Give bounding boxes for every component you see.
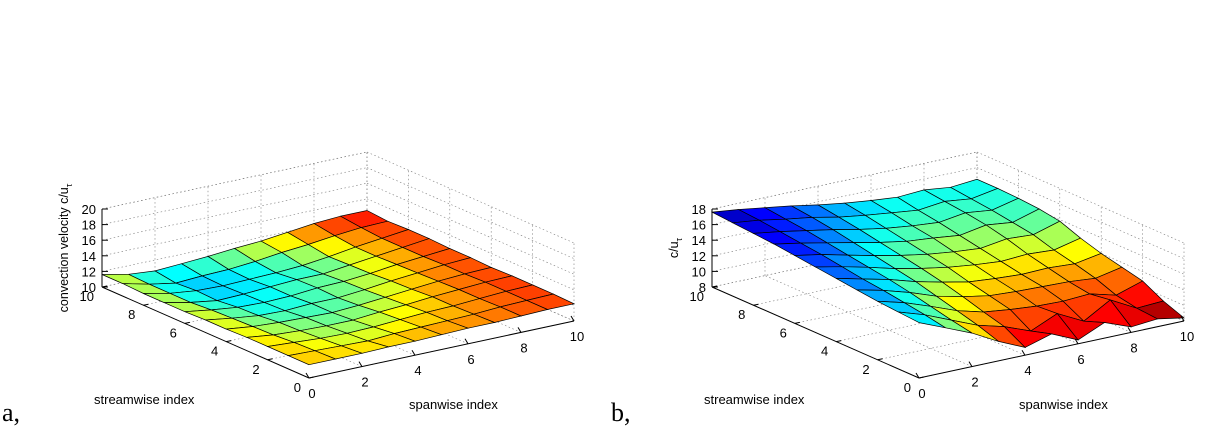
streamwise-tick: [918, 376, 925, 379]
streamwise-tick: [836, 340, 842, 343]
spanwise-tick-label: 2: [971, 375, 978, 390]
streamwise-tick: [226, 340, 232, 343]
z-tick-label: 14: [82, 249, 96, 264]
box-edge: [101, 151, 368, 210]
wall-gridline: [101, 198, 368, 257]
spanwise-tick-label: 0: [918, 386, 925, 401]
streamwise-axis-line: [711, 286, 920, 379]
spanwise-tick: [517, 327, 522, 333]
streamwise-tick-label: 0: [904, 380, 911, 395]
streamwise-tick-label: 10: [690, 289, 704, 304]
wall-gridline: [366, 151, 575, 244]
wall-gridline: [366, 167, 575, 259]
streamwise-tick: [794, 321, 800, 324]
wall-gridline: [711, 198, 978, 257]
spanwise-axis-label: spanwise index: [409, 397, 498, 412]
z-tick-label: 10: [82, 280, 96, 295]
z-tick-label: 12: [692, 249, 706, 264]
spanwise-axis-line: [308, 320, 575, 379]
streamwise-tick-label: 6: [780, 325, 787, 340]
spanwise-tick: [1021, 349, 1026, 356]
spanwise-tick: [968, 361, 973, 367]
streamwise-tick: [143, 303, 149, 306]
streamwise-tick-label: 0: [294, 380, 301, 395]
spanwise-tick: [1127, 327, 1132, 333]
streamwise-tick-label: 2: [862, 362, 869, 377]
floor-gridline: [836, 284, 1102, 342]
z-axis-label: convection velocity c/uτ: [57, 183, 74, 312]
spanwise-tick-label: 4: [1024, 363, 1031, 378]
spanwise-tick-label: 0: [308, 386, 315, 401]
wall-gridline: [101, 214, 368, 272]
streamwise-tick-label: 4: [211, 344, 218, 359]
spanwise-tick: [464, 338, 469, 345]
streamwise-tick: [753, 303, 759, 306]
floor-gridline: [764, 275, 973, 367]
streamwise-tick-label: 4: [821, 344, 828, 359]
spanwise-tick: [1180, 315, 1185, 322]
floor-gridline: [794, 266, 1060, 324]
floor-gridline: [753, 247, 1019, 306]
spanwise-tick: [570, 315, 575, 322]
streamwise-axis-label: streamwise index: [704, 392, 805, 407]
box-edge: [711, 151, 978, 210]
streamwise-tick: [101, 285, 108, 288]
streamwise-tick: [267, 358, 273, 361]
z-tick-label: 16: [82, 233, 96, 248]
z-tick-label: 18: [692, 202, 706, 217]
spanwise-tick: [358, 361, 363, 367]
spanwise-tick: [915, 372, 920, 379]
spanwise-tick-label: 8: [1130, 340, 1137, 355]
wall-gridline: [711, 214, 978, 272]
streamwise-tick-label: 2: [252, 362, 259, 377]
spanwise-tick-label: 2: [361, 375, 368, 390]
panel-a-label: a,: [2, 398, 21, 427]
spanwise-tick: [1074, 338, 1079, 345]
streamwise-axis-line: [101, 286, 310, 379]
streamwise-tick-label: 6: [170, 325, 177, 340]
spanwise-tick-label: 10: [1180, 329, 1194, 344]
z-axis-label: c/uτ: [667, 237, 684, 258]
spanwise-axis-label: spanwise index: [1019, 397, 1108, 412]
z-tick-label: 12: [82, 264, 96, 279]
panel-b-label: b,: [611, 398, 631, 427]
spanwise-tick-label: 6: [1077, 352, 1084, 367]
spanwise-tick-label: 8: [520, 340, 527, 355]
streamwise-tick: [711, 285, 718, 288]
wall-gridline: [366, 182, 575, 275]
floor-gridline: [877, 302, 1143, 361]
wall-gridline: [976, 151, 1185, 244]
surface-patch: [287, 350, 337, 366]
z-tick-label: 8: [699, 280, 706, 295]
streamwise-tick: [308, 376, 315, 379]
wall-gridline: [366, 198, 575, 291]
wall-gridline: [101, 167, 368, 225]
z-tick-label: 16: [692, 218, 706, 233]
wall-gridline: [976, 182, 1185, 275]
wall-gridline: [711, 229, 978, 288]
streamwise-tick: [184, 321, 190, 324]
streamwise-tick-label: 10: [80, 289, 94, 304]
spanwise-tick: [305, 372, 310, 379]
spanwise-tick: [411, 349, 416, 356]
surface-patch: [898, 311, 946, 329]
z-tick-label: 18: [82, 218, 96, 233]
streamwise-tick-label: 8: [128, 307, 135, 322]
wall-gridline: [101, 182, 368, 241]
streamwise-tick: [877, 358, 883, 361]
spanwise-axis-line: [918, 320, 1185, 379]
streamwise-axis-label: streamwise index: [94, 392, 195, 407]
wall-gridline: [976, 167, 1185, 259]
z-tick-label: 14: [692, 233, 706, 248]
spanwise-tick-label: 6: [467, 352, 474, 367]
spanwise-tick-label: 4: [414, 363, 421, 378]
z-tick-label: 20: [82, 202, 96, 217]
streamwise-tick-label: 8: [738, 307, 745, 322]
z-tick-label: 10: [692, 264, 706, 279]
spanwise-tick-label: 10: [570, 329, 584, 344]
